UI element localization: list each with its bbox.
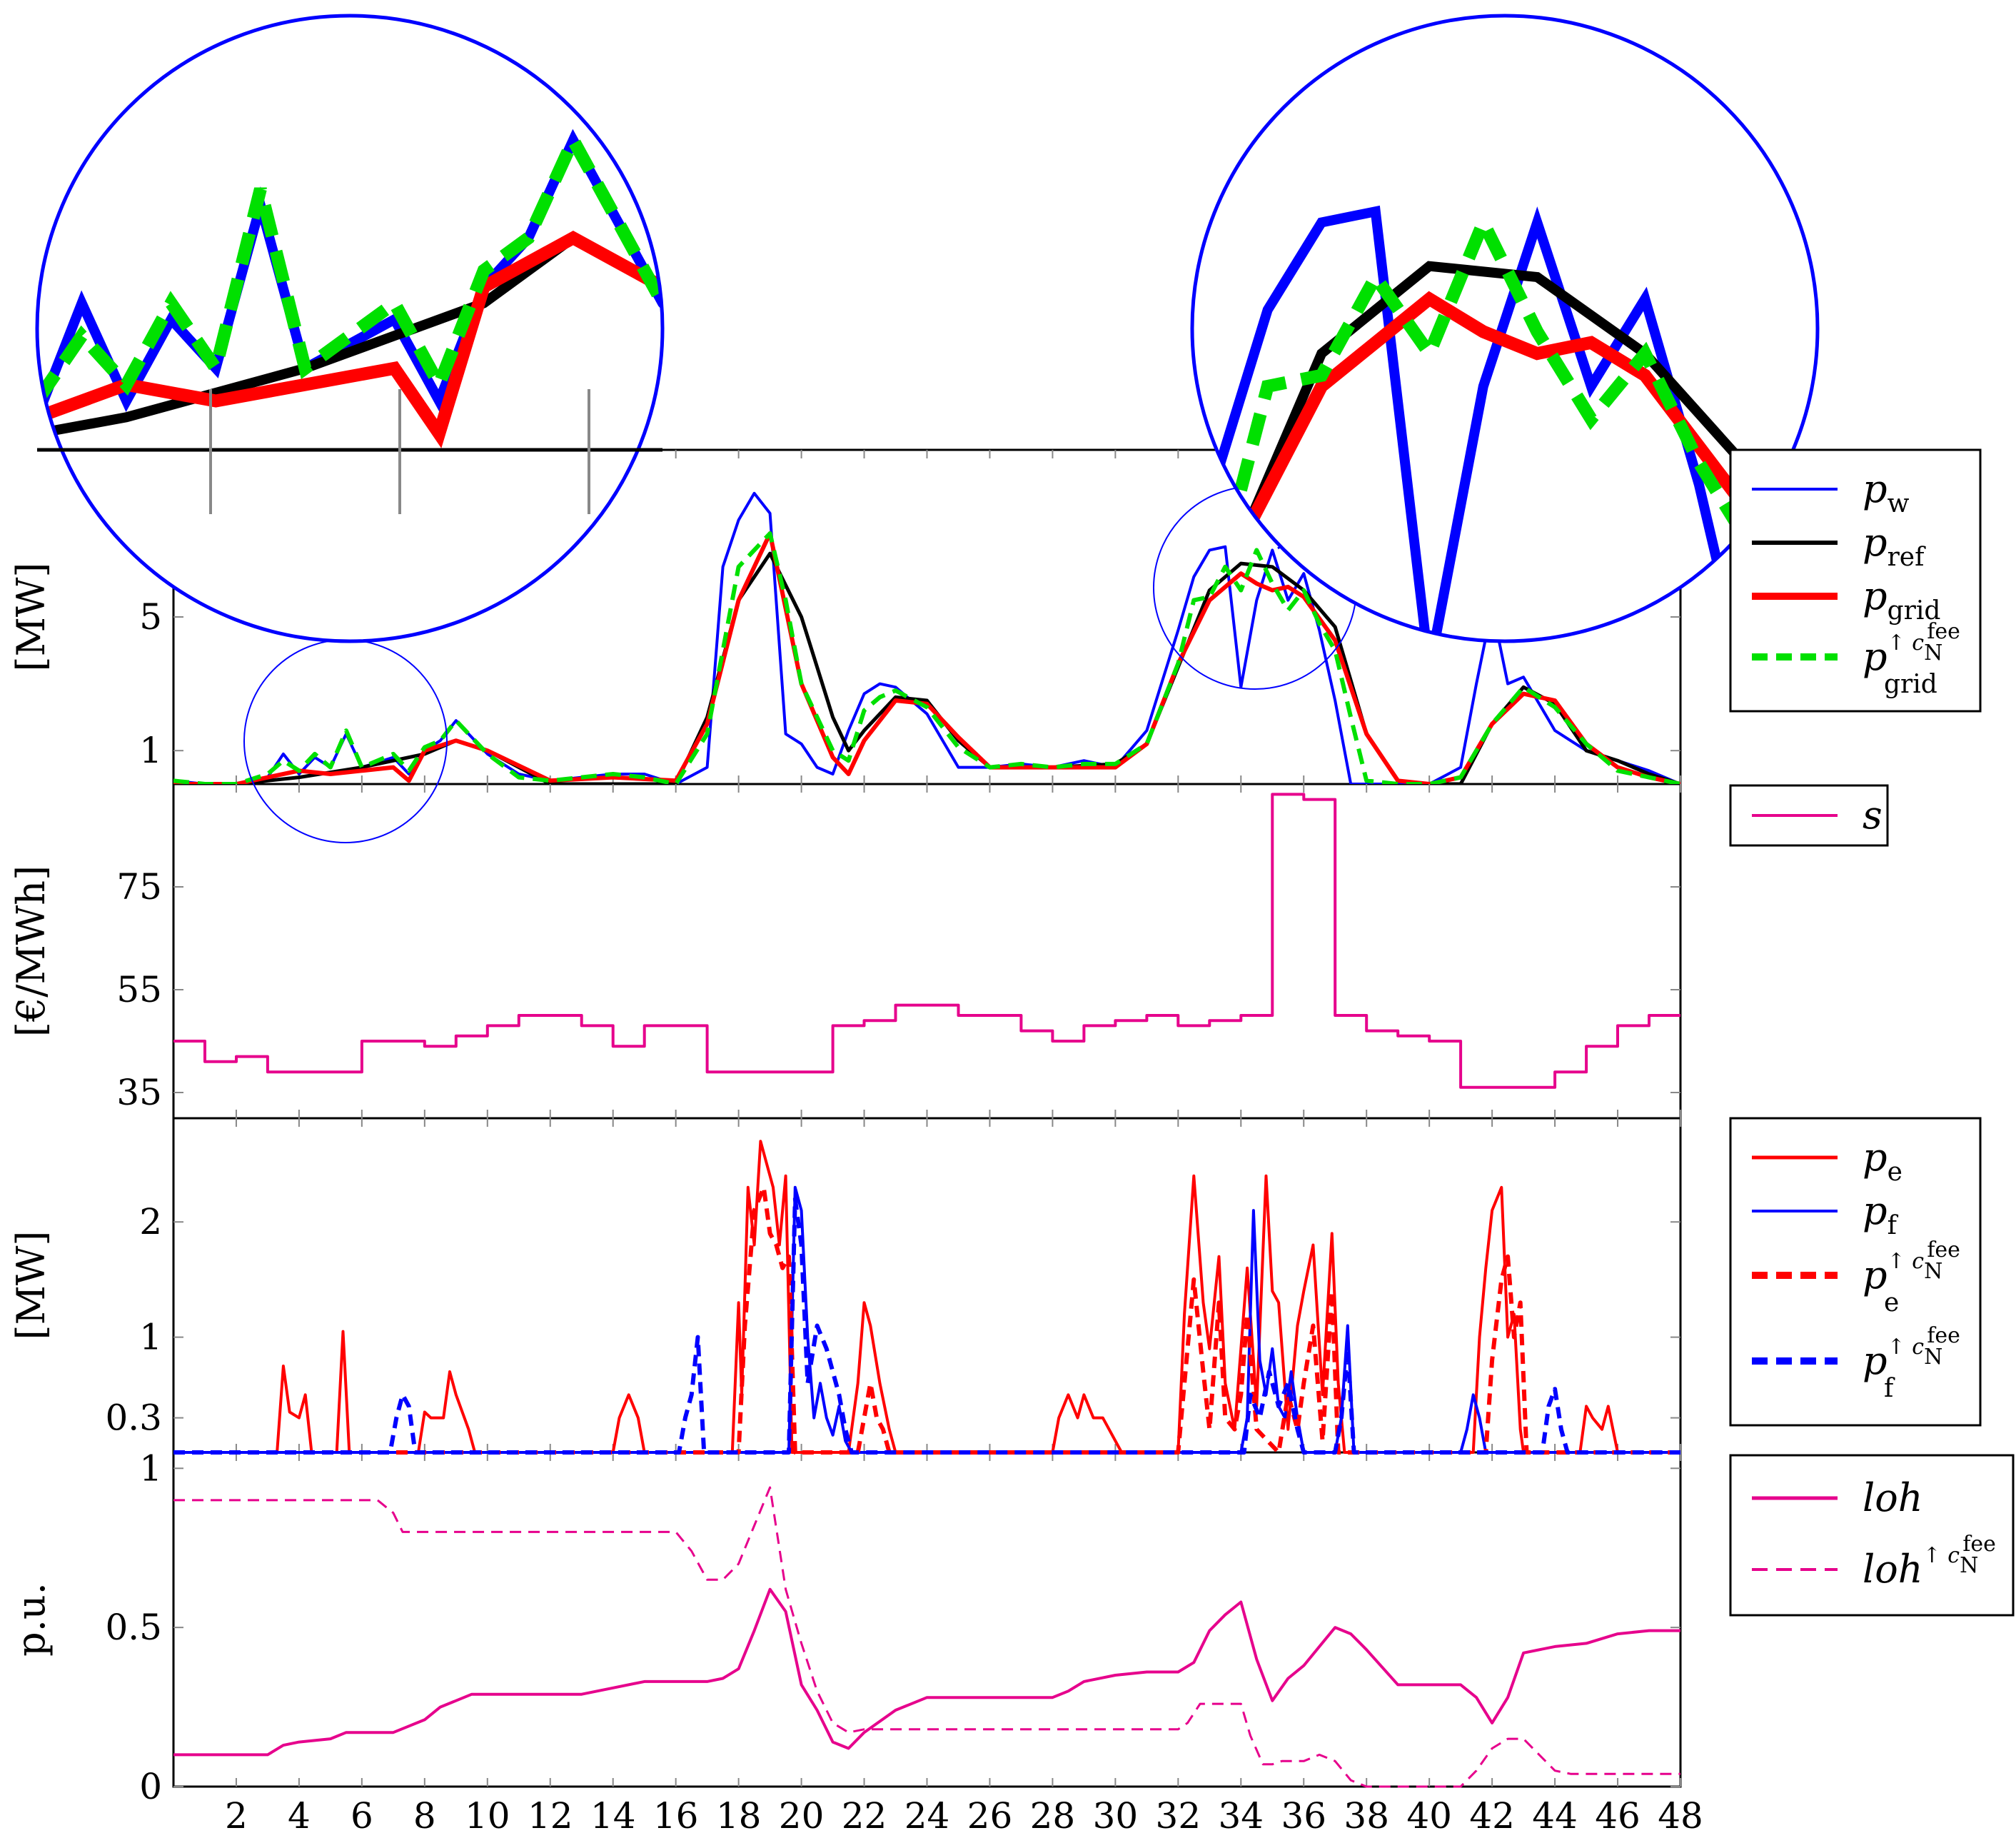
legend-label: p↑ cNfee f [1863, 1323, 1960, 1403]
legend-label: p↑ cNfee e [1863, 1237, 1960, 1317]
legend-box-2 [1729, 1117, 1982, 1427]
series-line-pf-fee [173, 1197, 1680, 1455]
zoom-inset-right [1190, 14, 1820, 643]
ytick-label: 1 [139, 1317, 162, 1358]
series-line-s [173, 793, 1680, 1089]
xtick-label: 44 [1532, 1795, 1578, 1837]
zoom-inset-left-border [35, 14, 665, 643]
series-line-pf [173, 1185, 1680, 1454]
panel-frame-1 [172, 783, 1682, 1120]
xtick-label: 16 [653, 1795, 699, 1837]
xtick-label: 28 [1030, 1795, 1076, 1837]
legend-label: pw [1863, 466, 1910, 518]
ylabel-power-ef: [MW] [9, 1231, 54, 1340]
legend-label: pref [1863, 520, 1926, 572]
xtick-label: 10 [465, 1795, 510, 1837]
ytick-label: 35 [116, 1072, 162, 1113]
ytick-label: 0.5 [105, 1607, 162, 1648]
series-line-pgrid-fee [173, 531, 1680, 784]
xtick-label: 26 [967, 1795, 1013, 1837]
xtick-label: 12 [528, 1795, 573, 1837]
series-line-pe [173, 1140, 1680, 1454]
ytick-label: 5 [139, 596, 162, 638]
xtick-label: 4 [288, 1795, 311, 1837]
xtick-label: 42 [1469, 1795, 1515, 1837]
series-line-pe-fee [173, 1185, 1680, 1455]
legend-box-0 [1729, 448, 1982, 713]
zoom-marker-left [243, 639, 448, 843]
xtick-label: 6 [351, 1795, 373, 1837]
xtick-label: 34 [1218, 1795, 1264, 1837]
ylabel-power-top: [MW] [9, 563, 54, 672]
xtick-label: 36 [1281, 1795, 1326, 1837]
zoom-inset-left-line [37, 16, 662, 458]
zoom-inset-left-content [37, 16, 662, 458]
xtick-label: 40 [1406, 1795, 1452, 1837]
xtick-label: 22 [842, 1795, 887, 1837]
zoom-inset-right-border [1190, 14, 1820, 643]
legend-label: s [1863, 793, 1883, 838]
series-group-2 [173, 1140, 1680, 1455]
xtick-label: 8 [413, 1795, 436, 1837]
series-line-loh-fee [173, 1486, 1680, 1788]
legend-label: pe [1863, 1135, 1902, 1187]
legend-label: loh [1863, 1475, 1923, 1520]
xtick-label: 46 [1595, 1795, 1640, 1837]
ytick-label: 0.3 [105, 1397, 162, 1439]
ylabel-loh: p.u. [9, 1582, 54, 1657]
xtick-label: 18 [716, 1795, 762, 1837]
legend-box-3 [1729, 1454, 2015, 1617]
xtick-label: 20 [779, 1795, 825, 1837]
zoom-insets [35, 14, 1820, 643]
ylabel-price: [€/MWh] [9, 865, 54, 1037]
ytick-label: 2 [139, 1201, 162, 1242]
xtick-label: 2 [225, 1795, 248, 1837]
xtick-label: 24 [904, 1795, 950, 1837]
ytick-label: 55 [116, 969, 162, 1010]
legend-label: pf [1863, 1188, 1899, 1240]
zoom-inset-left-line [37, 16, 662, 457]
ytick-label: 1 [139, 1447, 162, 1489]
ytick-label: 0 [139, 1766, 162, 1807]
ytick-label: 75 [116, 866, 162, 908]
series-group-1 [173, 793, 1680, 1089]
ytick-label: 1 [139, 730, 162, 771]
legend-label: loh↑ cNfee [1863, 1532, 1996, 1592]
legend-label: pgrid [1863, 573, 1940, 626]
series-group-3 [173, 1486, 1680, 1788]
xtick-label: 32 [1156, 1795, 1201, 1837]
zoom-inset-left [35, 14, 665, 643]
xtick-label: 14 [590, 1795, 636, 1837]
panel-frame-3 [172, 1451, 1682, 1788]
series-line-loh [173, 1587, 1680, 1757]
legend-label: p↑ cNfee grid [1863, 619, 1960, 699]
xtick-label: 30 [1093, 1795, 1139, 1837]
zoom-inset-left-bg [37, 16, 662, 641]
xtick-label: 38 [1344, 1795, 1389, 1837]
xtick-label: 48 [1658, 1795, 1703, 1837]
series-group-0 [173, 491, 1680, 784]
